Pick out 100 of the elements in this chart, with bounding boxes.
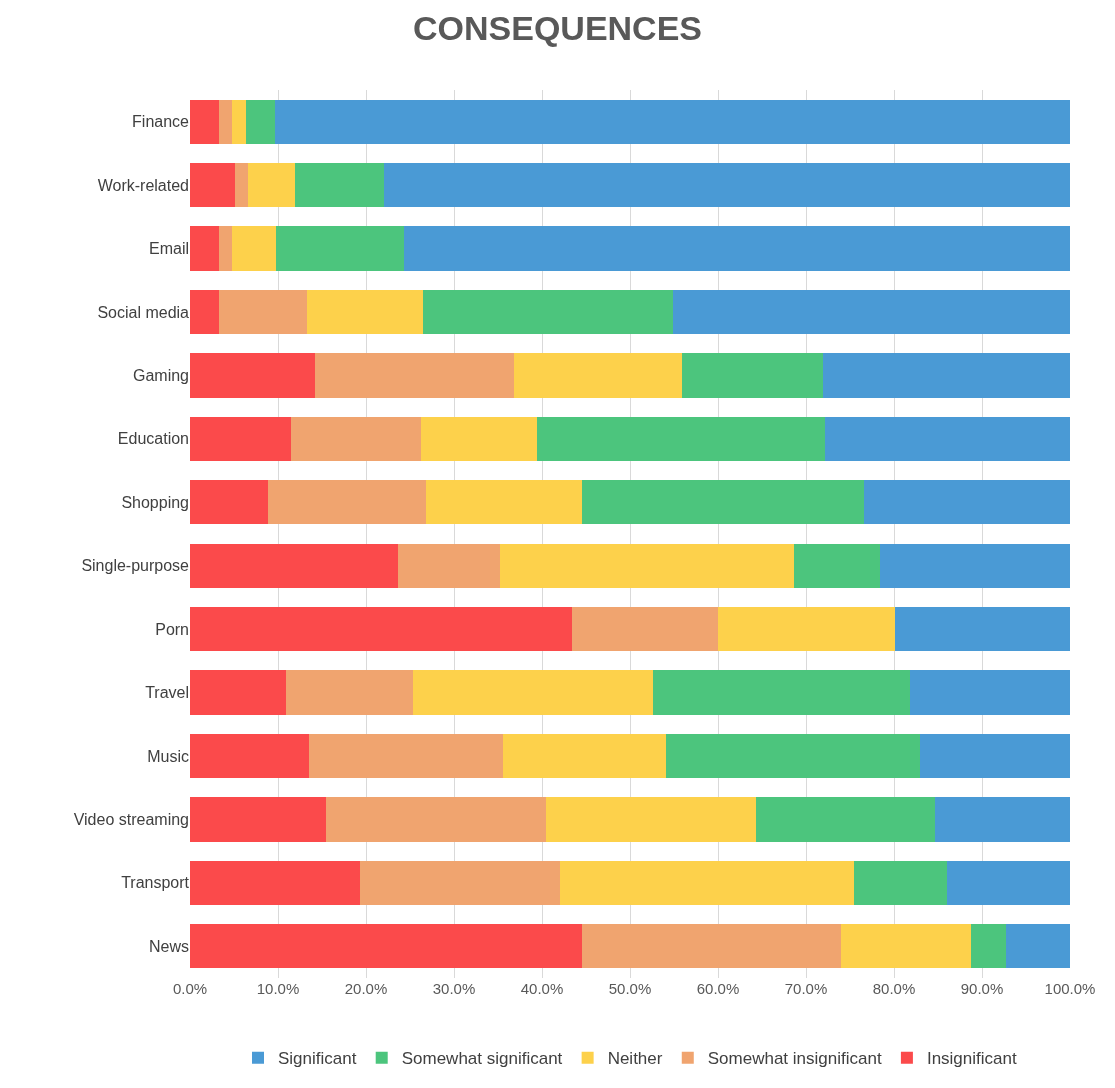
y-tick-label: Single-purpose	[81, 557, 190, 575]
bar	[190, 606, 572, 652]
bar	[970, 924, 1006, 969]
bar	[190, 797, 326, 842]
bar	[513, 353, 682, 398]
bar	[219, 226, 233, 271]
bar	[190, 226, 220, 271]
bar	[234, 162, 249, 208]
bar	[190, 860, 360, 906]
bar	[666, 733, 921, 779]
bar	[841, 924, 971, 969]
bar	[190, 99, 220, 144]
bar	[276, 226, 404, 271]
x-tick-label: 80.0%	[872, 980, 916, 997]
bar	[420, 416, 537, 462]
bar	[232, 226, 277, 271]
x-tick-label: 0.0%	[172, 980, 208, 997]
y-tick-label: Porn	[155, 620, 189, 638]
x-tick-label: 60.0%	[696, 980, 740, 997]
legend-label: Neither	[607, 1049, 663, 1069]
bar	[219, 99, 233, 144]
legend-label: Insignificant	[926, 1049, 1017, 1069]
y-tick-label: Video streaming	[73, 811, 189, 829]
bar	[946, 860, 1070, 906]
bar	[581, 480, 865, 525]
bar	[536, 416, 826, 462]
x-tick-label: 30.0%	[432, 980, 476, 997]
y-tick-label: Email	[148, 240, 189, 258]
legend-label: Somewhat significant	[401, 1049, 563, 1069]
bar	[681, 353, 823, 398]
bar	[397, 543, 500, 588]
bar	[190, 416, 292, 462]
y-tick-label: Music	[147, 747, 189, 765]
bar	[190, 670, 286, 715]
bar	[935, 797, 1070, 842]
x-tick-label: 20.0%	[344, 980, 388, 997]
bar	[854, 860, 947, 906]
y-tick-label: Education	[117, 430, 189, 448]
x-tick-label: 50.0%	[608, 980, 652, 997]
y-tick-label: Travel	[145, 684, 189, 702]
bar	[291, 416, 421, 462]
bar	[308, 733, 504, 779]
bar	[307, 289, 424, 335]
bar	[503, 733, 667, 779]
bar	[403, 226, 1070, 271]
bar	[1005, 924, 1070, 969]
bar	[359, 860, 560, 906]
bar	[219, 289, 308, 335]
legend-label: Significant	[278, 1049, 357, 1069]
bar	[190, 289, 220, 335]
bar	[546, 797, 756, 842]
bar	[879, 543, 1070, 588]
bar	[499, 543, 794, 588]
bar	[425, 480, 582, 525]
bar	[294, 162, 385, 208]
bar	[190, 543, 398, 588]
bar	[822, 353, 1070, 398]
bar	[412, 670, 653, 715]
bar	[384, 162, 1070, 208]
bar	[423, 289, 674, 335]
bar	[864, 480, 1070, 525]
bar	[190, 353, 315, 398]
bar	[825, 416, 1070, 462]
bar	[190, 924, 582, 969]
bar	[232, 99, 247, 144]
bar	[571, 606, 718, 652]
bar	[190, 733, 309, 779]
bar	[275, 99, 1070, 144]
bar	[190, 480, 269, 525]
bar	[559, 860, 855, 906]
bar	[718, 606, 895, 652]
y-tick-label: Gaming	[132, 367, 189, 385]
bar	[314, 353, 514, 398]
bar	[920, 733, 1070, 779]
bar	[248, 162, 295, 208]
x-tick-label: 90.0%	[960, 980, 1004, 997]
bar	[190, 162, 235, 208]
x-tick-label: 40.0%	[520, 980, 564, 997]
x-tick-label: 10.0%	[256, 980, 300, 997]
legend-label: Somewhat insignificant	[707, 1049, 882, 1069]
bar	[793, 543, 880, 588]
y-tick-label: Transport	[121, 874, 190, 892]
bar	[325, 797, 547, 842]
bar	[894, 606, 1070, 652]
bar	[285, 670, 413, 715]
y-tick-label: Shopping	[121, 493, 189, 511]
bar	[581, 924, 842, 969]
y-tick-label: Social media	[97, 303, 190, 321]
bar	[755, 797, 936, 842]
bar	[909, 670, 1070, 715]
bar	[673, 289, 1070, 335]
y-tick-label: Finance	[132, 113, 190, 131]
bar	[246, 99, 276, 144]
x-tick-label: 70.0%	[784, 980, 828, 997]
bar	[268, 480, 426, 525]
x-tick-label: 100.0%	[1044, 980, 1096, 997]
bar	[652, 670, 910, 715]
y-tick-label: News	[148, 937, 189, 955]
chart-title: CONSEQUENCES	[412, 9, 703, 48]
y-tick-label: Work-related	[97, 176, 189, 194]
